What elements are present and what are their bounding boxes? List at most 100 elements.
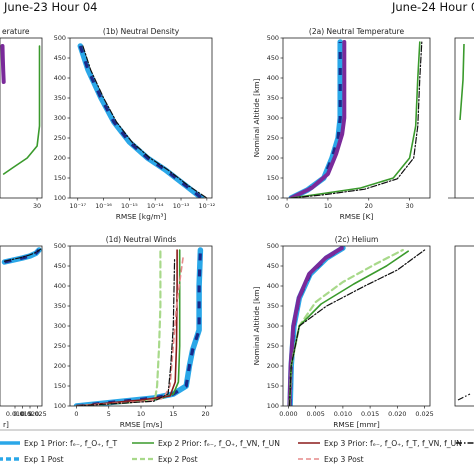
series-group [0, 44, 41, 175]
legend-box [0, 429, 474, 474]
y-tick-label: 100 [54, 402, 66, 410]
header-right: June-24 Hour 0 [391, 0, 474, 14]
x-tick-label: 10⁻¹² [199, 202, 216, 210]
y-tick-label: 350 [54, 302, 66, 310]
x-tick-label: 0.020 [388, 410, 406, 418]
x-tick-label: 30 [406, 202, 414, 210]
y-tick-label: 100 [267, 194, 279, 202]
y-tick-label: 500 [54, 34, 66, 42]
panel-title: (2c) Helium [335, 235, 379, 244]
x-tick-label: 20 [365, 202, 373, 210]
partial-series-line [457, 393, 471, 401]
y-tick-label: 400 [267, 282, 279, 290]
x-axis-label: RMSE [K] [340, 212, 374, 221]
y-tick-label: 450 [267, 262, 279, 270]
y-tick-label: 300 [267, 322, 279, 330]
panel-title: erature [2, 27, 30, 36]
series-line-exp1-post [288, 246, 344, 406]
legend-label: Exp 3 Post [324, 455, 364, 464]
panel-frame [282, 245, 431, 407]
series-line-blue [287, 246, 346, 406]
y-tick-label: 150 [267, 174, 279, 182]
x-tick-label: 30 [33, 202, 41, 210]
x-tick-label: 10⁻¹³ [173, 202, 190, 210]
y-tick-label: 500 [267, 34, 279, 42]
x-axis-label: RMSE [mmr] [333, 420, 380, 429]
y-tick-label: 250 [267, 134, 279, 142]
y-tick-label: 100 [54, 194, 66, 202]
series-line-light-green [288, 248, 404, 406]
y-tick-label: 100 [267, 402, 279, 410]
y-tick-label: 400 [54, 282, 66, 290]
x-axis-label: r] [3, 420, 9, 429]
y-axis-label: Nominal Altitide [km] [252, 79, 261, 158]
y-tick-label: 300 [54, 114, 66, 122]
y-tick-label: 400 [54, 74, 66, 82]
series-line-green [290, 41, 421, 198]
panel-frame [0, 245, 43, 407]
partial-panels-right [448, 37, 474, 407]
y-tick-label: 500 [54, 242, 66, 250]
series-group [1, 247, 42, 265]
x-tick-label: 10⁻¹⁷ [69, 202, 86, 210]
panel-frame [0, 37, 43, 199]
header-left: June-23 Hour 04 [3, 0, 97, 14]
partial-panel-frame [454, 37, 474, 199]
partial-panel-frame [454, 245, 474, 407]
y-tick-label: 200 [54, 154, 66, 162]
y-tick-label: 450 [54, 262, 66, 270]
series-line-exp1-post [290, 42, 342, 198]
series-line-blue [73, 247, 204, 406]
y-tick-label: 200 [54, 362, 66, 370]
x-tick-label: 15 [169, 410, 177, 418]
x-tick-label: 5 [107, 410, 111, 418]
series-line-exp1-post [76, 249, 202, 406]
panel-1a: erature 30 [0, 27, 43, 210]
x-tick-label: 0.010 [6, 410, 24, 418]
series-line-pink [75, 257, 184, 406]
series-group [287, 246, 426, 406]
y-tick-label: 250 [267, 342, 279, 350]
x-tick-label: 0.010 [334, 410, 352, 418]
partial-series-line [459, 43, 465, 121]
x-tick-label: 0.000 [279, 410, 297, 418]
y-axis-label: Nominal Altitide [km] [252, 287, 261, 366]
legend-label: Exp 2 Prior: fₑ₋, f_O₊, f_VN, f_UN [158, 439, 280, 448]
series-line-green [75, 249, 181, 406]
series-line-purple [289, 40, 347, 198]
series-line-exp1-post [4, 248, 41, 264]
series-line-blue [288, 39, 343, 198]
x-tick-label: 10⁻¹⁵ [121, 202, 138, 210]
series-group [73, 247, 204, 406]
panel-1d: (1d) Neutral Winds1001502002503003504004… [54, 235, 213, 429]
legend-label: Exp 2 Post [158, 455, 198, 464]
legend-label: Exp 1 Prior: fₑ₋, f_O₊, f_T [24, 439, 117, 448]
series-line-darkred [75, 249, 178, 406]
y-tick-label: 300 [54, 322, 66, 330]
y-tick-label: 400 [267, 74, 279, 82]
y-tick-label: 500 [267, 242, 279, 250]
legend-label: Exp 3 Prior: fₑ₋, f_O₊, f_T, f_VN, f_UN [324, 439, 462, 448]
series-line-green [2, 45, 41, 175]
panel-frame [69, 245, 213, 407]
series-line-purple [0, 44, 6, 84]
x-tick-label: 20 [201, 410, 209, 418]
x-tick-label: 10⁻¹⁶ [95, 202, 112, 210]
y-tick-label: 450 [54, 54, 66, 62]
panel-title: (1d) Neutral Winds [106, 235, 177, 244]
x-tick-label: 0.015 [13, 410, 31, 418]
x-tick-label: 0.005 [307, 410, 325, 418]
series-line-exp1-post [78, 45, 203, 198]
series-line-ref [82, 45, 208, 198]
series-group [288, 39, 423, 198]
panel-frame [69, 37, 213, 199]
y-tick-label: 150 [54, 382, 66, 390]
x-tick-label: 0.025 [415, 410, 433, 418]
panel-2c: (2c) Helium 100 150 200 250 300 350 400 450 500 0.… [252, 235, 434, 429]
y-tick-label: 200 [267, 362, 279, 370]
series-line-blue [77, 43, 205, 198]
series-line-ref [3, 248, 42, 262]
